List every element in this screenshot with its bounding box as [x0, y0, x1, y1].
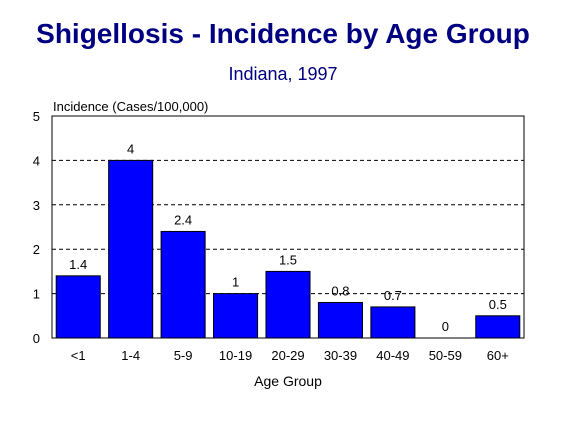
x-tick-label: 1-4: [121, 348, 140, 363]
y-tick-label: 1: [33, 287, 40, 302]
x-tick-label: 60+: [487, 348, 509, 363]
data-label: 0: [442, 319, 449, 334]
x-tick-label: <1: [71, 348, 86, 363]
data-label: 4: [127, 141, 134, 156]
x-tick-label: 50-59: [429, 348, 462, 363]
y-tick-label: 0: [33, 331, 40, 346]
data-label: 2.4: [174, 212, 192, 227]
y-tick-label: 5: [33, 109, 40, 124]
bar: [108, 159, 154, 339]
y-tick-label: 3: [33, 198, 40, 213]
y-axis-label: Incidence (Cases/100,000): [53, 99, 208, 114]
plot-area-border: [51, 115, 525, 339]
data-label: 0.8: [331, 283, 349, 298]
x-tick-label: 40-49: [376, 348, 409, 363]
bar: [160, 230, 206, 339]
bar: [55, 275, 101, 339]
x-tick-label: 20-29: [271, 348, 304, 363]
x-axis-label: Age Group: [254, 373, 322, 389]
y-tick-label: 4: [33, 153, 40, 168]
data-label: 1.5: [279, 252, 297, 267]
y-tick-label: 2: [33, 242, 40, 257]
bar: [317, 301, 363, 339]
chart-subtitle: Indiana, 1997: [228, 64, 338, 84]
bar: [475, 315, 521, 339]
bar: [213, 293, 259, 339]
x-tick-label: 10-19: [219, 348, 252, 363]
x-tick-label: 30-39: [324, 348, 357, 363]
data-label: 0.7: [384, 288, 402, 303]
bar: [370, 306, 416, 339]
chart-title: Shigellosis - Incidence by Age Group: [36, 18, 530, 49]
bar: [265, 270, 311, 339]
x-tick-label: 5-9: [174, 348, 193, 363]
data-label: 1.4: [69, 257, 87, 272]
data-label: 1: [232, 275, 239, 290]
data-label: 0.5: [489, 297, 507, 312]
